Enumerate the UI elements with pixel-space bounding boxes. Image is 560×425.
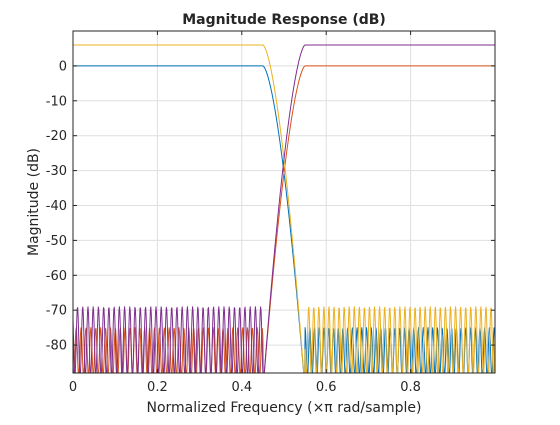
- x-tick-label: 0.6: [316, 380, 337, 395]
- y-tick-label: 0: [59, 59, 67, 74]
- chart-title: Magnitude Response (dB): [182, 12, 386, 28]
- y-tick-label: -10: [46, 94, 67, 109]
- y-tick-label: -40: [46, 199, 67, 214]
- series-line-4: [73, 44, 495, 373]
- x-tick-label: 0.8: [400, 380, 421, 395]
- series-layer: [73, 44, 495, 373]
- x-axis-label: Normalized Frequency (×π rad/sample): [147, 400, 422, 416]
- plot-frame: [72, 30, 496, 374]
- x-tick-label: 0: [69, 380, 77, 395]
- x-tick-label: 0.2: [147, 380, 168, 395]
- y-tick-label: -80: [46, 339, 67, 354]
- y-axis-label: Magnitude (dB): [26, 148, 42, 256]
- y-tick-label: -70: [46, 304, 67, 319]
- ticks: 0 0.2 0.4 0.6 0.8 0 -10 -20 -30 -40 -50 -60 -70 -80: [46, 31, 495, 395]
- y-tick-label: -20: [46, 129, 67, 144]
- x-tick-label: 0.4: [231, 380, 252, 395]
- y-tick-label: -60: [46, 269, 67, 284]
- series-line-2: [73, 65, 495, 373]
- y-tick-label: -30: [46, 164, 67, 179]
- y-tick-label: -50: [46, 234, 67, 249]
